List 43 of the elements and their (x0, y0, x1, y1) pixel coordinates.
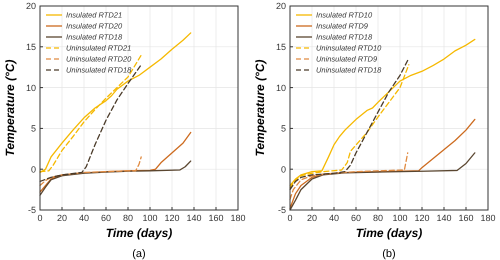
x-tick-label: 80 (372, 213, 384, 223)
x-tick-label: 160 (208, 213, 224, 223)
line-series (39, 64, 142, 182)
y-tick-label: 5 (30, 124, 36, 134)
text: (b) (382, 248, 396, 260)
y-tick-label: 20 (276, 1, 286, 12)
x-tick-label: 180 (480, 213, 496, 223)
x-tick-label: 140 (186, 213, 202, 223)
x-axis-title: Time (days) (106, 226, 172, 240)
y-tick-label: -5 (28, 205, 36, 216)
x-tick-label: 40 (328, 213, 340, 223)
line-series (289, 152, 476, 211)
line-series (289, 152, 408, 200)
x-tick-label: 80 (122, 213, 134, 223)
x-tick-label: 140 (436, 213, 452, 223)
y-tick-label: -5 (278, 205, 286, 216)
x-tick-label: 20 (56, 213, 68, 223)
x-tick-label: 0 (37, 213, 43, 223)
line-series (39, 156, 142, 186)
y-tick-label: 10 (276, 82, 286, 93)
text: (a) (132, 248, 146, 260)
x-tick-label: 120 (414, 213, 430, 223)
y-tick-label: 10 (26, 82, 36, 93)
x-tick-label: 60 (350, 213, 362, 223)
y-axis-title: Temperature (°C) (253, 59, 267, 157)
x-tick-label: 60 (100, 213, 112, 223)
x-tick-label: 100 (142, 213, 158, 223)
y-tick-label: 0 (280, 164, 286, 174)
x-tick-label: 180 (230, 213, 246, 223)
y-tick-label: 15 (276, 42, 286, 52)
y-axis-title: Temperature (°C) (3, 59, 17, 157)
y-tick-label: 5 (280, 124, 286, 134)
y-tick-label: 15 (26, 42, 36, 52)
line-series (39, 160, 192, 196)
x-tick-label: 20 (306, 213, 318, 223)
x-tick-label: 40 (78, 213, 90, 223)
y-tick-label: 20 (26, 1, 36, 12)
y-tick-label: 0 (30, 164, 36, 174)
x-tick-label: 120 (164, 213, 180, 223)
x-tick-label: 160 (458, 213, 474, 223)
x-tick-label: 100 (392, 213, 408, 223)
x-tick-label: 0 (287, 213, 293, 223)
x-axis-title: Time (days) (356, 226, 422, 240)
